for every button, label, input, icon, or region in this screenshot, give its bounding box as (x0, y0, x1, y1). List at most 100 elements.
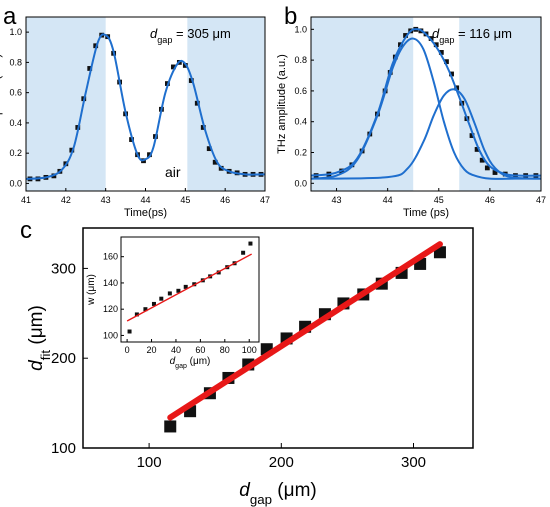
y-tick-label-1: 200 (51, 350, 76, 367)
inset-data-point (183, 284, 188, 289)
inset-data-point (241, 250, 246, 255)
panel-a: 41 42 43 44 45 46 47 0.0 0.2 0.4 0.6 0.8 1.0 Time(ps)… (0, 3, 270, 219)
plot-area (311, 17, 541, 191)
y-tick-label-0: 0.0 (9, 178, 22, 188)
shaded-region-1 (187, 17, 265, 191)
inset-data-point (159, 296, 164, 301)
shaded-region-0 (311, 17, 414, 191)
y-tick-label-0: 100 (103, 330, 118, 340)
data-point (474, 147, 480, 152)
gap-annotation: dgap = 305 μm (150, 26, 231, 45)
y-tick-label-5: 1.0 (9, 27, 22, 37)
inset-data-point (151, 301, 156, 306)
gap-annotation-sub: gap (157, 35, 172, 45)
gap-annotation-main: d (150, 26, 158, 41)
data-point (484, 165, 490, 171)
x-tick-label-4: 80 (220, 345, 230, 355)
x-tick-label-1: 200 (269, 454, 294, 471)
y-tick-label-3: 0.6 (294, 86, 307, 96)
inset-data-point (167, 291, 172, 296)
data-point (492, 170, 498, 175)
data-point (206, 146, 212, 152)
y-axis-label-main: d (26, 359, 47, 371)
gap-annotation-rest: = 116 μm (454, 26, 511, 41)
data-point (479, 157, 485, 163)
x-tick-label-1: 42 (61, 195, 71, 205)
x-axis-label: Time (ps) (403, 207, 449, 219)
x-tick-label-2: 45 (434, 195, 444, 205)
linear-fit-line (167, 241, 443, 421)
x-tick-label-1: 20 (147, 345, 157, 355)
inset-c: 0 20 40 60 80 100 100 120 140 160 dgap (μm) w (μm) (86, 236, 260, 370)
y-axis-label: THz amplitude (a.u.) (276, 54, 288, 154)
x-tick-label-0: 43 (332, 195, 342, 205)
x-tick-label-6: 47 (260, 195, 270, 205)
y-axis-label-sub: fit (38, 350, 53, 361)
gap-annotation-main: d (432, 26, 440, 41)
x-tick-label-0: 100 (137, 454, 162, 471)
y-tick-label-2: 0.4 (9, 118, 22, 128)
y-tick-label-2: 140 (103, 278, 118, 288)
inset-x-axis-label-main: d (170, 356, 176, 367)
x-tick-label-1: 44 (383, 195, 393, 205)
x-tick-label-2: 300 (401, 454, 426, 471)
x-tick-label-0: 41 (21, 195, 31, 205)
x-tick-label-0: 0 (125, 345, 130, 355)
inset-linear-fit-line (126, 253, 253, 322)
x-tick-label-2: 43 (101, 195, 111, 205)
inset-background (121, 237, 259, 342)
x-axis-label-sub: gap (250, 492, 272, 507)
y-tick-label-1: 0.2 (9, 148, 22, 158)
x-axis-label: Time(ps) (124, 207, 167, 219)
x-axis-label-rest: (μm) (272, 480, 317, 501)
inset-x-axis-label-rest: (μm) (187, 356, 211, 367)
data-point (449, 71, 454, 77)
inset-y-axis-label: w (μm) (86, 274, 97, 306)
x-tick-label-5: 46 (220, 195, 230, 205)
y-tick-label-4: 0.8 (9, 57, 22, 67)
inset-data-point (143, 307, 148, 312)
data-point (438, 50, 444, 55)
shaded-region-1 (459, 17, 541, 191)
data-point (403, 33, 408, 38)
data-point (188, 78, 194, 83)
plot-frame (82, 227, 474, 449)
x-tick-label-2: 40 (171, 345, 181, 355)
inset-data-point (248, 241, 253, 246)
x-tick-label-3: 46 (485, 195, 495, 205)
x-tick-label-5: 100 (242, 345, 257, 355)
y-tick-label-3: 0.6 (9, 88, 22, 98)
air-annotation: air (165, 164, 181, 180)
data-point (433, 42, 439, 48)
plot-area (26, 17, 265, 191)
fit-curve-fit (26, 33, 265, 180)
plot-frame (120, 236, 260, 343)
gap-annotation-rest: = 305 μm (172, 26, 230, 41)
y-tick-label-1: 0.2 (294, 148, 307, 158)
y-axis-label: dfit (μm) (26, 305, 53, 371)
y-tick-label-2: 0.4 (294, 117, 307, 127)
gap-annotation-sub: gap (439, 35, 454, 45)
fit-curve-fit_component_1 (311, 37, 541, 180)
gap-annotation: dgap = 116 μm (432, 26, 512, 45)
y-tick-label-5: 1.0 (294, 24, 307, 34)
y-axis-label: THz Amplitude (a.u.) (0, 54, 3, 154)
y-tick-label-0: 100 (51, 440, 76, 457)
panel-letter: a (3, 3, 17, 30)
x-axis-label: dgap (μm) (239, 480, 316, 507)
fit-curve-fit_component_2 (311, 88, 541, 180)
plot-frame (25, 16, 266, 192)
data-point (444, 59, 449, 65)
data-point (87, 66, 93, 71)
x-axis-label-main: d (239, 480, 251, 501)
inset-data-point (176, 288, 181, 293)
y-tick-label-2: 300 (51, 260, 76, 277)
panel-letter: b (284, 3, 297, 30)
x-tick-label-4: 47 (536, 195, 546, 205)
y-axis-label-rest: (μm) (26, 305, 47, 350)
inset-data-point (127, 329, 132, 334)
data-point (469, 133, 475, 138)
data-point (170, 64, 176, 70)
y-tick-label-3: 160 (103, 252, 118, 262)
